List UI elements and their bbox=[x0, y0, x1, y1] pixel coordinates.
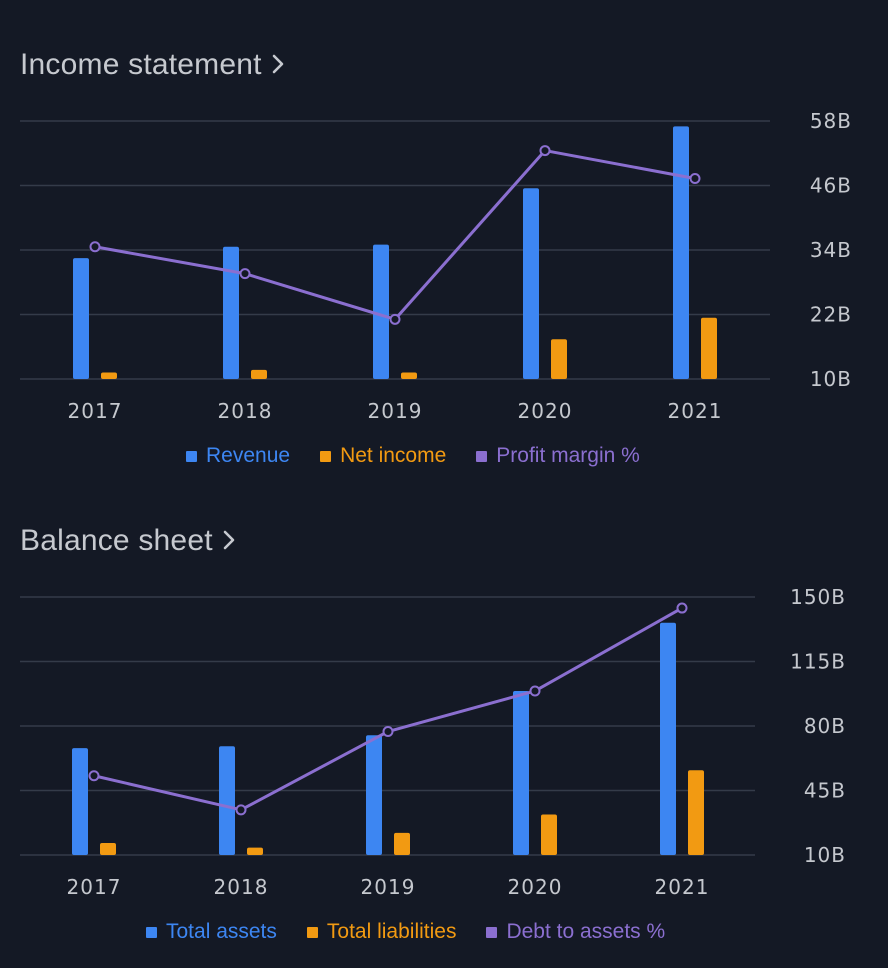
x-tick-label: 2020 bbox=[518, 399, 573, 423]
x-tick-label: 2018 bbox=[218, 399, 273, 423]
bar-primary[interactable] bbox=[673, 126, 689, 379]
x-tick-label: 2019 bbox=[368, 399, 423, 423]
bar-primary[interactable] bbox=[223, 246, 239, 379]
legend-swatch bbox=[146, 926, 157, 938]
bar-secondary[interactable] bbox=[251, 369, 267, 379]
income-statement-chart: 10B 22B 34B 46B 58B 2017 2018 2019 2020 2021 bbox=[20, 109, 852, 423]
y-tick-label: 10B bbox=[810, 367, 852, 391]
line-point[interactable] bbox=[382, 726, 394, 738]
line-point[interactable] bbox=[235, 804, 247, 816]
x-tick-label: 2020 bbox=[508, 875, 563, 899]
bar-secondary[interactable] bbox=[247, 847, 263, 855]
x-tick-label: 2021 bbox=[655, 875, 710, 899]
bar-secondary[interactable] bbox=[688, 770, 704, 855]
bar-primary[interactable] bbox=[513, 690, 529, 855]
legend-label: Revenue bbox=[206, 444, 291, 467]
legend-swatch bbox=[486, 926, 498, 938]
legend-item[interactable]: Total liabilities bbox=[306, 920, 457, 944]
y-tick-label: 80B bbox=[804, 714, 846, 738]
x-tick-label: 2021 bbox=[668, 399, 723, 423]
balance-sheet-title-link[interactable]: Balance sheet bbox=[20, 524, 235, 558]
bar-primary[interactable] bbox=[73, 258, 89, 379]
legend-label: Total liabilities bbox=[326, 920, 457, 943]
bar-secondary[interactable] bbox=[541, 814, 557, 855]
line-point[interactable] bbox=[529, 685, 541, 697]
income-statement-legend: Revenue Net income Profit margin % bbox=[186, 444, 640, 468]
line-point[interactable] bbox=[89, 241, 101, 253]
legend-item[interactable]: Profit margin % bbox=[476, 444, 640, 468]
legend-swatch bbox=[476, 450, 488, 462]
y-tick-label: 34B bbox=[810, 238, 852, 262]
y-tick-label: 115B bbox=[790, 650, 846, 674]
balance-sheet-legend: Total assets Total liabilities Debt to ass… bbox=[146, 920, 665, 944]
bar-primary[interactable] bbox=[523, 188, 539, 379]
legend-item[interactable]: Net income bbox=[320, 444, 446, 468]
bar-primary[interactable] bbox=[660, 622, 676, 855]
bar-secondary[interactable] bbox=[701, 317, 717, 379]
bar-primary[interactable] bbox=[366, 735, 382, 855]
legend-label: Debt to assets % bbox=[506, 920, 666, 943]
chevron-right-icon bbox=[223, 524, 235, 558]
legend-swatch bbox=[186, 450, 197, 462]
x-tick-label: 2017 bbox=[67, 875, 122, 899]
income-statement-title: Income statement bbox=[20, 48, 262, 81]
line-point[interactable] bbox=[88, 770, 100, 782]
legend-label: Profit margin % bbox=[496, 444, 640, 467]
bar-primary[interactable] bbox=[219, 746, 235, 855]
bar-primary[interactable] bbox=[72, 748, 88, 855]
bar-secondary[interactable] bbox=[101, 372, 117, 379]
legend-item[interactable]: Debt to assets % bbox=[486, 920, 665, 944]
y-tick-label: 150B bbox=[790, 585, 846, 609]
chevron-right-icon bbox=[272, 48, 284, 82]
income-statement-title-link[interactable]: Income statement bbox=[20, 48, 284, 82]
bar-secondary[interactable] bbox=[100, 843, 116, 855]
bar-primary[interactable] bbox=[373, 244, 389, 379]
y-tick-label: 46B bbox=[810, 174, 852, 198]
legend-item[interactable]: Total assets bbox=[146, 920, 277, 944]
legend-swatch bbox=[306, 926, 318, 938]
legend-label: Net income bbox=[340, 444, 447, 467]
y-tick-label: 22B bbox=[810, 303, 852, 327]
bar-secondary[interactable] bbox=[394, 832, 410, 855]
line-point[interactable] bbox=[539, 145, 551, 157]
income-statement-section: Income statement 10B 22B 34B 46B 58B 2017 2018… bbox=[20, 48, 852, 468]
series-line bbox=[93, 606, 683, 812]
legend-item[interactable]: Revenue bbox=[186, 444, 290, 468]
line-point[interactable] bbox=[676, 602, 688, 614]
y-tick-label: 10B bbox=[804, 843, 846, 867]
x-tick-label: 2019 bbox=[361, 875, 416, 899]
y-tick-label: 45B bbox=[804, 779, 846, 803]
bar-secondary[interactable] bbox=[401, 372, 417, 379]
x-tick-label: 2018 bbox=[214, 875, 269, 899]
line-point[interactable] bbox=[239, 268, 251, 280]
line-point[interactable] bbox=[389, 313, 401, 325]
line-point[interactable] bbox=[689, 173, 701, 185]
bar-secondary[interactable] bbox=[551, 339, 567, 379]
x-tick-label: 2017 bbox=[68, 399, 123, 423]
y-tick-label: 58B bbox=[810, 109, 852, 133]
legend-swatch bbox=[320, 450, 332, 462]
balance-sheet-title: Balance sheet bbox=[20, 524, 213, 557]
legend-label: Total assets bbox=[166, 920, 277, 943]
